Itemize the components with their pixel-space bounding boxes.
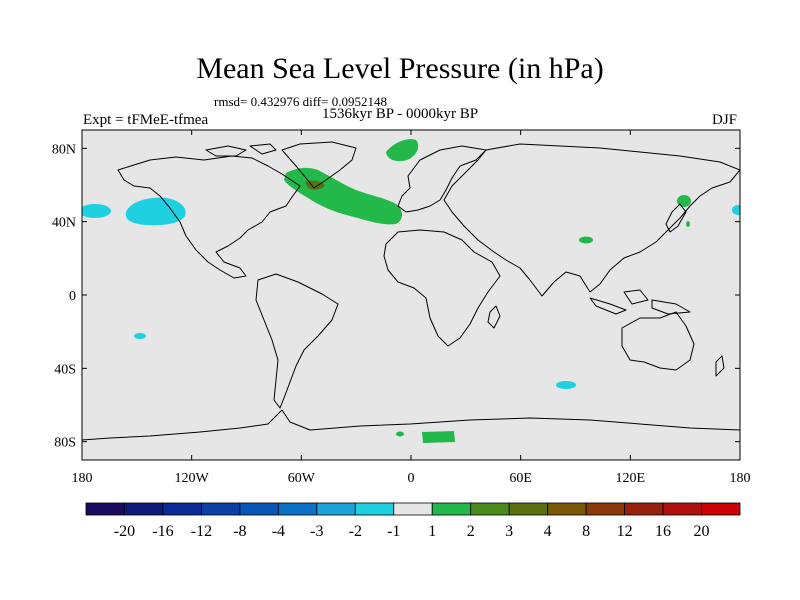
period-label: 1536kyr BP - 0000kyr BP: [322, 106, 479, 122]
colorbar-label: -1: [387, 523, 400, 540]
colorbar-label: -16: [152, 523, 173, 540]
southern-indian-negative-anomaly: [556, 381, 576, 389]
plot-background: [82, 130, 740, 460]
colorbar-swatch: [393, 502, 433, 516]
maritime-continent-coastline: [589, 289, 691, 315]
colorbar-label: 4: [544, 523, 552, 540]
axis-ticks: 180 120W 60W 0 60E 120E 180 80N 40N 0 40S 80S: [52, 130, 751, 486]
colorbar-swatch: [354, 502, 395, 516]
colorbar-label: -20: [114, 523, 135, 540]
pacific-small-positive-anomaly: [686, 221, 690, 227]
europe-coastline: [397, 145, 487, 213]
x-tick-label: 120W: [175, 471, 210, 486]
south-america-coastline: [255, 273, 339, 409]
y-tick-label: 40N: [52, 216, 76, 231]
north-america-coastline: [117, 155, 301, 279]
y-tick-label: 40S: [54, 362, 76, 377]
antarctica-coastline: [82, 409, 740, 441]
colorbar-swatch: [508, 502, 549, 516]
colorbar-swatch: [470, 502, 510, 516]
y-tick-label: 80S: [54, 436, 76, 451]
colorbar-swatch: [85, 502, 125, 516]
antarctic-positive-anomaly: [422, 431, 455, 443]
colorbar-label: 3: [505, 523, 513, 540]
greenland-coastline: [281, 141, 357, 189]
colorbar-swatch: [124, 502, 164, 516]
colorbar-label: -3: [310, 523, 323, 540]
chart-title: Mean Sea Level Pressure (in hPa): [196, 52, 604, 85]
colorbar-label: 2: [467, 523, 475, 540]
china-positive-anomaly: [579, 236, 593, 244]
colorbar-swatch: [162, 502, 202, 516]
colorbar-swatch: [585, 502, 625, 516]
colorbar-swatch: [662, 502, 702, 516]
x-tick-label: 60E: [509, 471, 532, 486]
season-label: DJF: [712, 112, 738, 128]
x-tick-label: 0: [408, 471, 415, 486]
colorbar-label: 20: [694, 523, 710, 540]
africa-coastline: [383, 229, 501, 347]
x-tick-label: 180: [730, 471, 751, 486]
colorbar-swatch: [316, 502, 356, 516]
colorbar-label: 1: [428, 523, 436, 540]
australia-coastline: [621, 311, 695, 371]
arctic-islands-coastline: [205, 143, 277, 157]
colorbar-swatch: [201, 502, 241, 516]
japan-coastline: [665, 203, 687, 233]
colorbar-swatch: [277, 502, 318, 516]
colorbar-swatch: [547, 502, 587, 516]
x-tick-label: 180: [72, 471, 93, 486]
stats-text: rmsd= 0.432976 diff= 0.0952148: [214, 94, 387, 109]
colorbar-swatch: [431, 502, 472, 516]
arctic-positive-anomaly: [386, 139, 419, 162]
colorbar-label: 12: [617, 523, 633, 540]
south-pacific-negative-anomaly: [134, 333, 146, 339]
y-tick-label: 0: [69, 289, 76, 304]
colorbar-label: -2: [349, 523, 362, 540]
x-tick-label: 120E: [616, 471, 646, 486]
colorbar-label: -8: [233, 523, 246, 540]
asia-coastline: [443, 143, 740, 297]
colorbar: -20 -16 -12 -8 -4 -3 -2 -1 1 2 3 4 8 12 16 20: [85, 502, 741, 540]
experiment-label: Expt = tFMeE-tfmea: [83, 112, 209, 128]
colorbar-label: -4: [272, 523, 285, 540]
colorbar-swatch: [624, 502, 664, 516]
y-tick-label: 80N: [52, 142, 76, 157]
north-pacific-negative-anomaly: [125, 197, 186, 226]
madagascar-coastline: [487, 305, 501, 329]
coastlines: [82, 141, 740, 441]
antarctic-small-positive-anomaly: [396, 431, 404, 437]
new-zealand-coastline: [715, 355, 725, 377]
colorbar-label: -12: [191, 523, 212, 540]
west-pacific-negative-anomaly: [82, 204, 111, 218]
colorbar-swatch: [701, 502, 741, 516]
x-tick-label: 60W: [288, 471, 316, 486]
date-line-negative-anomaly: [732, 205, 740, 215]
colorbar-label: 8: [582, 523, 590, 540]
colorbar-swatch: [239, 502, 279, 516]
colorbar-label: 16: [655, 523, 671, 540]
